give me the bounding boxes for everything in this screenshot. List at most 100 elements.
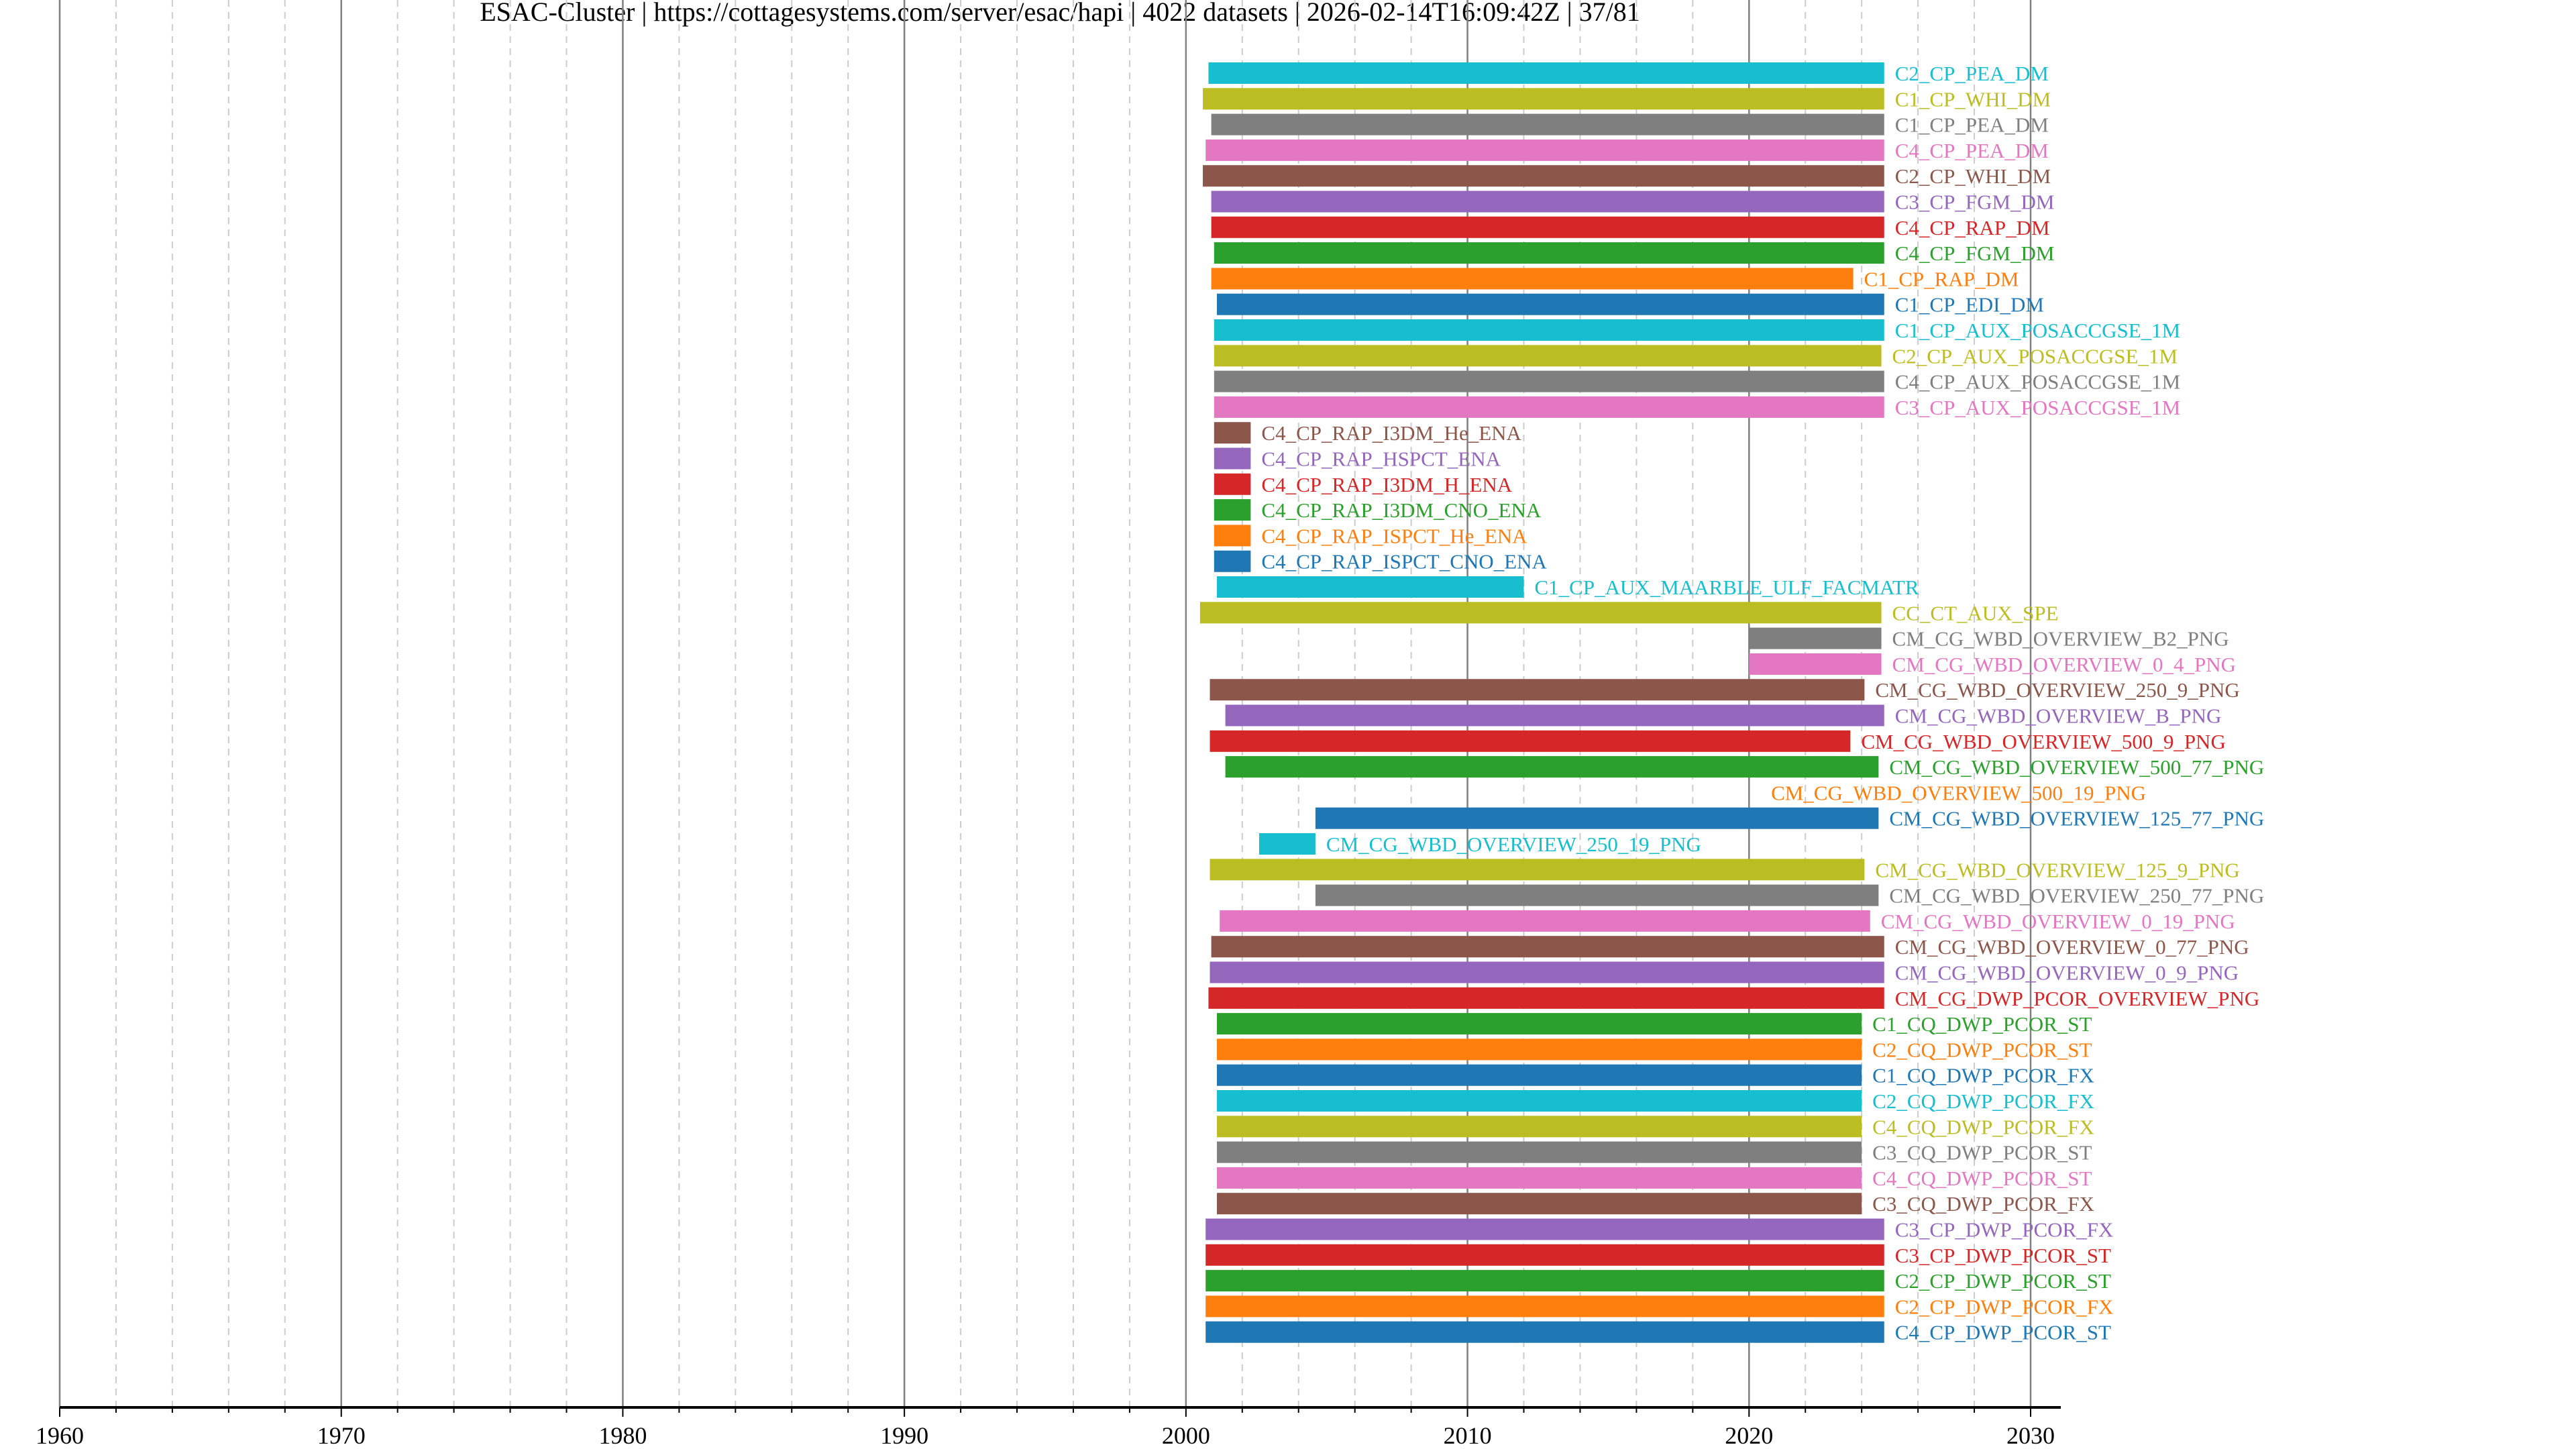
bar-label: C3_CQ_DWP_PCOR_FX (1872, 1192, 2094, 1216)
bar-label: C4_CP_RAP_I3DM_He_ENA (1261, 421, 1521, 445)
bar-C2_CP_AUX_POSACCGSE_1M (1214, 345, 1882, 367)
bar-CM_CG_WBD_OVERVIEW_250_77_PNG (1315, 884, 1879, 906)
bar-CM_CG_WBD_OVERVIEW_125_77_PNG (1315, 807, 1879, 829)
bar-label: CM_CG_WBD_OVERVIEW_B_PNG (1895, 704, 2222, 728)
x-tick-label: 2000 (1162, 1422, 1210, 1449)
bar-label: C4_CP_FGM_DM (1895, 241, 2055, 265)
bar-C2_CP_DWP_PCOR_FX (1205, 1295, 1884, 1318)
bar-label: CM_CG_WBD_OVERVIEW_125_77_PNG (1889, 807, 2264, 830)
bar-label: CM_CG_WBD_OVERVIEW_500_77_PNG (1889, 755, 2264, 779)
bar-label: C2_CQ_DWP_PCOR_FX (1872, 1089, 2094, 1113)
bar-label: C1_CQ_DWP_PCOR_FX (1872, 1064, 2094, 1087)
x-tick-label: 2030 (2006, 1422, 2055, 1449)
bar-C1_CP_WHI_DM (1203, 88, 1884, 110)
bar-label: C3_CP_FGM_DM (1895, 191, 2055, 214)
bar-label: C4_CP_RAP_ISPCT_CNO_ENA (1261, 550, 1547, 574)
bar-C1_CP_EDI_DM (1217, 293, 1884, 315)
bar-label: C4_CP_RAP_DM (1895, 216, 2050, 239)
bar-label: C4_CQ_DWP_PCOR_ST (1872, 1167, 2092, 1190)
bar-C4_CQ_DWP_PCOR_ST (1217, 1167, 1862, 1189)
bar-CM_CG_WBD_OVERVIEW_250_19_PNG (1258, 833, 1316, 855)
bar-label: C4_CP_AUX_POSACCGSE_1M (1895, 370, 2181, 394)
bar-C4_CP_RAP_I3DM_He_ENA (1214, 422, 1251, 444)
bar-C1_CP_AUX_MAARBLE_ULF_FACMATR (1217, 576, 1524, 598)
bar-CM_CG_WBD_OVERVIEW_B_PNG (1225, 704, 1884, 727)
bar-label: C1_CP_AUX_POSACCGSE_1M (1895, 319, 2181, 342)
bar-label: C3_CP_DWP_PCOR_FX (1895, 1218, 2114, 1242)
bar-label: C4_CP_RAP_HSPCT_ENA (1261, 447, 1501, 471)
bar-label: C3_CP_AUX_POSACCGSE_1M (1895, 396, 2181, 419)
bar-label: C4_CP_RAP_I3DM_CNO_ENA (1261, 498, 1541, 522)
x-tick-label: 1960 (36, 1422, 84, 1449)
bar-C4_CP_AUX_POSACCGSE_1M (1214, 370, 1884, 392)
bar-CM_CG_WBD_OVERVIEW_0_4_PNG (1749, 653, 1882, 675)
bar-label: C4_CP_RAP_ISPCT_He_ENA (1261, 524, 1527, 547)
bar-CM_CG_WBD_OVERVIEW_0_19_PNG (1220, 910, 1870, 932)
x-tick-label: 2020 (1725, 1422, 1773, 1449)
bars: C2_CP_PEA_DMC1_CP_WHI_DMC1_CP_PEA_DMC4_C… (1199, 62, 2264, 1344)
bar-C1_CQ_DWP_PCOR_ST (1217, 1013, 1862, 1035)
bar-CC_CT_AUX_SPE (1199, 602, 1882, 624)
bar-C4_CP_DWP_PCOR_ST (1205, 1321, 1884, 1343)
bar-CM_CG_WBD_OVERVIEW_B2_PNG (1749, 627, 1882, 649)
bar-label: C1_CP_AUX_MAARBLE_ULF_FACMATR (1535, 576, 1919, 599)
bar-CM_CG_WBD_OVERVIEW_0_9_PNG (1210, 961, 1884, 983)
bar-label: CC_CT_AUX_SPE (1892, 601, 2059, 625)
bar-label: C4_CP_PEA_DM (1895, 139, 2049, 162)
bar-CM_CG_WBD_OVERVIEW_250_9_PNG (1210, 679, 1865, 701)
bar-label: CM_CG_WBD_OVERVIEW_0_19_PNG (1881, 910, 2235, 933)
bar-C2_CP_WHI_DM (1203, 165, 1884, 187)
bar-C4_CP_RAP_ISPCT_He_ENA (1214, 525, 1251, 547)
bar-label: C4_CP_RAP_I3DM_H_ENA (1261, 473, 1512, 496)
bar-label: C2_CP_WHI_DM (1895, 164, 2051, 188)
bar-C4_CP_RAP_I3DM_H_ENA (1214, 473, 1251, 495)
bar-C2_CQ_DWP_PCOR_ST (1217, 1038, 1862, 1061)
bar-C4_CP_PEA_DM (1205, 139, 1884, 161)
bar-label: CM_CG_WBD_OVERVIEW_500_19_PNG (1771, 781, 2146, 804)
bar-label: CM_CG_WBD_OVERVIEW_250_77_PNG (1889, 884, 2264, 908)
x-tick-label: 1970 (317, 1422, 366, 1449)
bar-C3_CP_AUX_POSACCGSE_1M (1214, 396, 1884, 418)
bar-C1_CP_RAP_DM (1211, 268, 1854, 290)
bar-C3_CP_DWP_PCOR_FX (1205, 1218, 1884, 1240)
bar-C4_CP_FGM_DM (1214, 242, 1884, 264)
bar-label: CM_CG_WBD_OVERVIEW_0_77_PNG (1895, 935, 2249, 959)
bar-C2_CP_DWP_PCOR_ST (1205, 1270, 1884, 1292)
bar-label: CM_CG_WBD_OVERVIEW_B2_PNG (1892, 627, 2229, 651)
bar-label: C1_CQ_DWP_PCOR_ST (1872, 1012, 2092, 1036)
x-tick-label: 2010 (1444, 1422, 1492, 1449)
x-axis: 1960 1970 1980 1990 2000 2010 2020 2030 (36, 1406, 2061, 1449)
bar-label: C2_CP_DWP_PCOR_ST (1895, 1269, 2111, 1293)
x-tick-label: 1980 (598, 1422, 647, 1449)
grid (58, 0, 2032, 1407)
bar-label: CM_CG_WBD_OVERVIEW_250_19_PNG (1326, 833, 1701, 856)
bar-C3_CP_FGM_DM (1211, 191, 1884, 213)
bar-CM_CG_WBD_OVERVIEW_500_9_PNG (1210, 730, 1851, 752)
bar-C4_CP_RAP_I3DM_CNO_ENA (1214, 499, 1251, 521)
bar-C4_CP_RAP_DM (1211, 216, 1884, 238)
bar-C1_CP_PEA_DM (1211, 113, 1884, 136)
bar-C2_CP_PEA_DM (1208, 62, 1884, 84)
bar-label: C2_CQ_DWP_PCOR_ST (1872, 1038, 2092, 1061)
x-tick-label: 1990 (880, 1422, 928, 1449)
bar-CM_CG_WBD_OVERVIEW_500_77_PNG (1225, 756, 1879, 778)
bar-C2_CQ_DWP_PCOR_FX (1217, 1090, 1862, 1112)
bar-C3_CQ_DWP_PCOR_FX (1217, 1193, 1862, 1215)
bar-CM_CG_DWP_PCOR_OVERVIEW_PNG (1208, 987, 1884, 1009)
bar-CM_CG_WBD_OVERVIEW_125_9_PNG (1210, 859, 1865, 881)
bar-label: C1_CP_RAP_DM (1864, 267, 2019, 290)
bar-label: C1_CP_EDI_DM (1895, 293, 2044, 317)
bar-C3_CQ_DWP_PCOR_ST (1217, 1141, 1862, 1163)
bar-CM_CG_WBD_OVERVIEW_0_77_PNG (1211, 936, 1884, 958)
bar-label: CM_CG_WBD_OVERVIEW_250_9_PNG (1875, 678, 2239, 702)
bar-C4_CP_RAP_ISPCT_CNO_ENA (1214, 550, 1251, 572)
bar-C1_CP_AUX_POSACCGSE_1M (1214, 319, 1884, 341)
bar-label: C3_CQ_DWP_PCOR_ST (1872, 1141, 2092, 1165)
bar-label: CM_CG_WBD_OVERVIEW_125_9_PNG (1875, 858, 2239, 881)
bar-label: CM_CG_WBD_OVERVIEW_0_4_PNG (1892, 653, 2236, 676)
chart-title: ESAC-Cluster | https://cottagesystems.co… (480, 0, 1640, 27)
bar-label: C1_CP_WHI_DM (1895, 87, 2051, 111)
bar-label: C1_CP_PEA_DM (1895, 113, 2049, 137)
bar-C1_CQ_DWP_PCOR_FX (1217, 1064, 1862, 1086)
